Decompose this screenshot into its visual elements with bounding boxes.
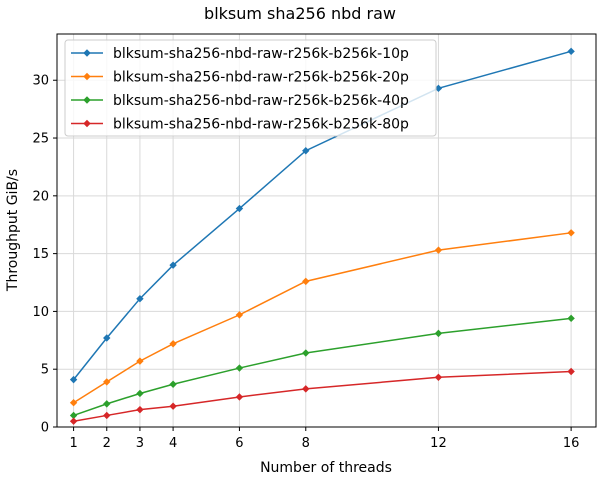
data-point xyxy=(169,340,177,348)
series-line-2 xyxy=(73,232,572,404)
data-point xyxy=(302,349,310,357)
series-line-3 xyxy=(73,317,572,417)
data-point xyxy=(567,314,575,323)
data-point xyxy=(235,393,244,401)
data-point xyxy=(302,147,310,155)
data-point xyxy=(69,417,78,425)
legend-label: blksum-sha256-nbd-raw-r256k-b256k-20p xyxy=(113,70,409,86)
data-point xyxy=(434,373,443,382)
data-point xyxy=(302,277,310,286)
y-axis: 0 5 10 15 20 25 30 xyxy=(32,74,57,436)
data-point xyxy=(235,311,244,319)
y-tick-label: 10 xyxy=(32,305,49,320)
data-point xyxy=(136,357,144,365)
data-point xyxy=(103,378,111,386)
x-tick-label: 12 xyxy=(430,436,447,451)
data-point xyxy=(434,329,443,338)
data-point xyxy=(434,246,443,254)
y-tick-label: 15 xyxy=(32,247,49,262)
x-tick-label: 2 xyxy=(103,436,111,451)
data-point xyxy=(235,364,244,372)
legend-label: blksum-sha256-nbd-raw-r256k-b256k-10p xyxy=(113,46,409,62)
x-axis: 1 2 3 4 6 8 12 16 xyxy=(69,427,579,451)
legend-marker xyxy=(83,49,91,57)
x-tick-label: 3 xyxy=(136,436,144,451)
data-point xyxy=(169,402,177,410)
data-point xyxy=(136,389,144,398)
data-point xyxy=(103,400,111,408)
y-tick-label: 25 xyxy=(32,132,49,147)
legend: blksum-sha256-nbd-raw-r256k-b256k-10p blk… xyxy=(64,39,437,137)
x-axis-label: Number of threads xyxy=(260,460,392,476)
legend-label: blksum-sha256-nbd-raw-r256k-b256k-80p xyxy=(113,117,409,133)
y-tick-label: 0 xyxy=(41,421,49,436)
data-point xyxy=(302,385,310,393)
series-line-4 xyxy=(73,370,572,422)
data-point xyxy=(169,380,177,388)
y-tick-label: 20 xyxy=(32,189,49,204)
x-tick-label: 16 xyxy=(563,436,580,451)
data-point xyxy=(567,229,575,237)
legend-marker xyxy=(83,72,91,81)
legend-box xyxy=(64,39,437,137)
data-point xyxy=(235,204,244,213)
series-group xyxy=(69,47,575,425)
data-point xyxy=(567,47,575,56)
data-point xyxy=(567,367,575,376)
data-point xyxy=(136,405,144,414)
data-point xyxy=(103,411,111,420)
x-tick-label: 4 xyxy=(169,436,177,451)
y-tick-label: 30 xyxy=(32,74,49,89)
data-point xyxy=(136,294,144,303)
data-point xyxy=(103,334,111,342)
data-point xyxy=(69,375,78,384)
x-tick-label: 1 xyxy=(69,436,77,451)
y-tick-label: 5 xyxy=(41,363,49,378)
plot-frame xyxy=(56,33,597,428)
legend-label: blksum-sha256-nbd-raw-r256k-b256k-40p xyxy=(113,93,409,109)
legend-marker xyxy=(83,96,91,104)
legend-marker xyxy=(83,119,91,128)
data-point xyxy=(169,261,177,269)
x-tick-label: 6 xyxy=(235,436,243,451)
y-axis-label: Throughput GiB/s xyxy=(5,169,21,292)
x-tick-label: 8 xyxy=(302,436,310,451)
data-point xyxy=(69,399,78,407)
chart-title: blksum sha256 nbd raw xyxy=(204,4,396,23)
